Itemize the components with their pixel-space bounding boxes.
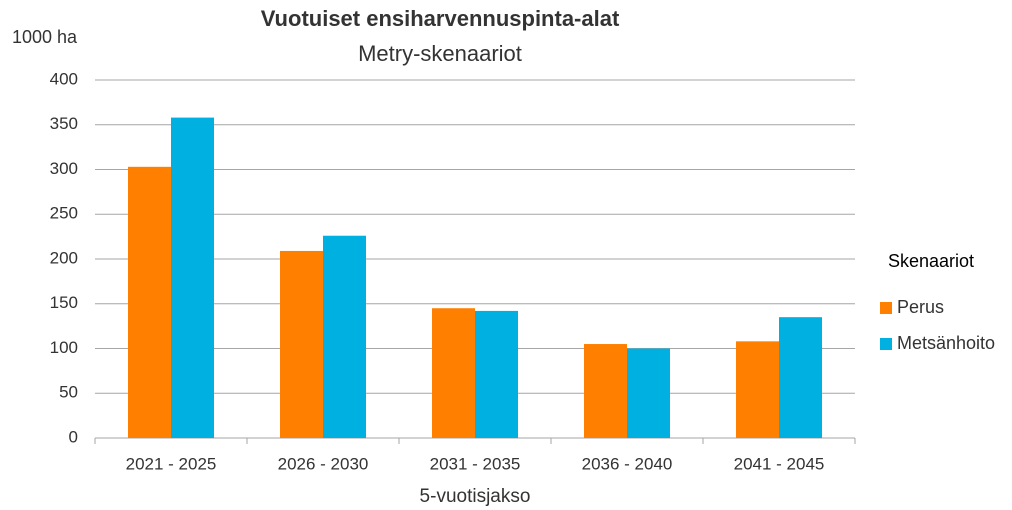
bar bbox=[779, 317, 822, 438]
y-tick-label: 150 bbox=[50, 293, 78, 312]
y-tick-label: 300 bbox=[50, 159, 78, 178]
x-tick-label: 2036 - 2040 bbox=[582, 454, 673, 473]
bar bbox=[323, 235, 366, 438]
y-tick-label: 350 bbox=[50, 114, 78, 133]
bar bbox=[584, 344, 627, 438]
legend-swatch bbox=[880, 302, 892, 314]
x-tick-label: 2026 - 2030 bbox=[278, 454, 369, 473]
y-tick-label: 100 bbox=[50, 338, 78, 357]
bar bbox=[128, 166, 171, 438]
x-axis-label: 5-vuotisjakso bbox=[420, 486, 531, 507]
x-tick-label: 2031 - 2035 bbox=[430, 454, 521, 473]
bar bbox=[280, 250, 323, 438]
y-tick-label: 50 bbox=[59, 383, 78, 402]
bar bbox=[736, 341, 779, 438]
legend-title: Skenaariot bbox=[888, 251, 974, 271]
chart-title: Vuotuiset ensiharvennuspinta-alat bbox=[261, 6, 620, 31]
y-tick-label: 200 bbox=[50, 248, 78, 267]
bar bbox=[475, 310, 518, 438]
x-tick-label: 2041 - 2045 bbox=[734, 454, 825, 473]
legend-label: Metsänhoito bbox=[897, 333, 995, 353]
y-tick-label: 250 bbox=[50, 204, 78, 223]
bar bbox=[171, 117, 214, 438]
y-tick-label: 400 bbox=[50, 69, 78, 88]
x-tick-label: 2021 - 2025 bbox=[126, 454, 217, 473]
bar bbox=[627, 348, 670, 438]
y-axis-label: 1000 ha bbox=[12, 27, 78, 47]
y-tick-label: 0 bbox=[69, 427, 78, 446]
chart-subtitle: Metry-skenaariot bbox=[358, 41, 522, 66]
legend-swatch bbox=[880, 338, 892, 350]
legend-label: Perus bbox=[897, 297, 944, 317]
bar bbox=[432, 308, 475, 438]
